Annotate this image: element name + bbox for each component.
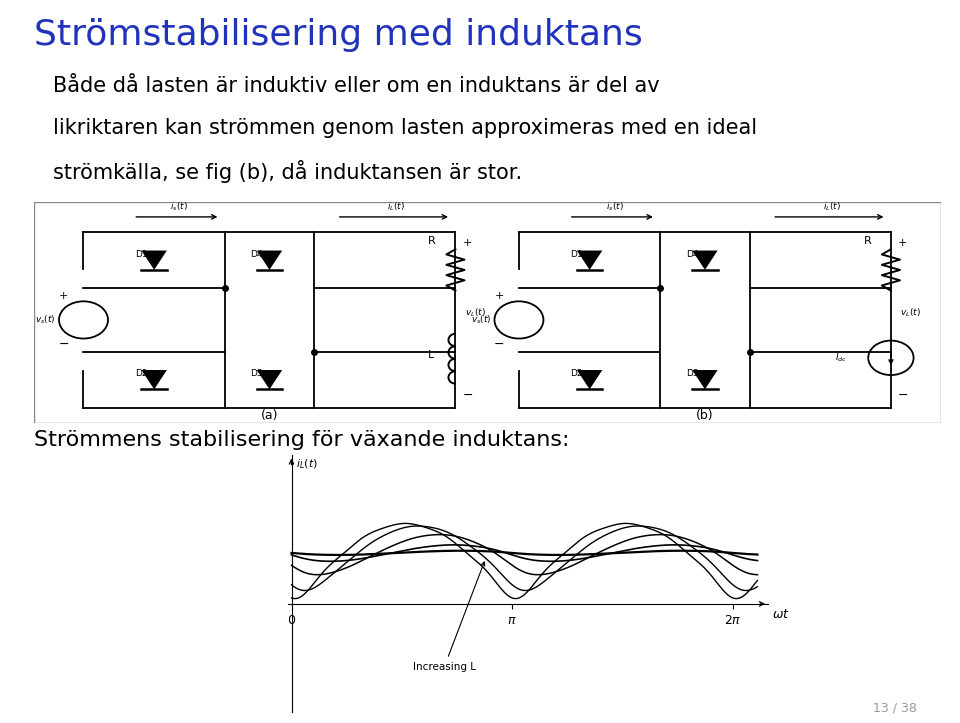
Text: $i_s(t)$: $i_s(t)$ [606,200,623,213]
Text: likriktaren kan strömmen genom lasten approximeras med en ideal: likriktaren kan strömmen genom lasten ap… [53,118,756,138]
Text: D4: D4 [685,249,698,259]
Polygon shape [692,370,718,389]
Text: R: R [864,236,872,247]
Text: $v_L(t)$: $v_L(t)$ [900,307,921,320]
Text: −: − [899,389,909,402]
Text: D1: D1 [135,249,148,259]
Text: +: + [463,238,472,247]
Text: strömkälla, se fig (b), då induktansen är stor.: strömkälla, se fig (b), då induktansen ä… [53,160,522,183]
Text: $i_L(t)$: $i_L(t)$ [387,200,405,213]
Text: (b): (b) [696,408,713,422]
Text: $v_L(t)$: $v_L(t)$ [465,307,486,320]
Text: +: + [899,238,907,247]
Text: −: − [59,338,69,351]
Text: +: + [59,291,68,301]
Text: $I_{dc}$: $I_{dc}$ [835,351,847,364]
Text: D4: D4 [251,249,263,259]
Text: $\omega t$: $\omega t$ [772,608,789,621]
Text: −: − [493,338,504,351]
Text: $i_L(t)$: $i_L(t)$ [823,200,841,213]
Polygon shape [692,251,718,270]
Text: $v_s(t)$: $v_s(t)$ [470,314,492,326]
Text: 13 / 38: 13 / 38 [873,701,917,714]
Polygon shape [577,370,602,389]
Text: D3: D3 [251,369,263,378]
Text: Increasing L: Increasing L [413,562,485,672]
Polygon shape [141,370,167,389]
Text: $v_s(t)$: $v_s(t)$ [36,314,56,326]
Text: D3: D3 [685,369,699,378]
Text: $i_s(t)$: $i_s(t)$ [170,200,188,213]
Polygon shape [256,251,282,270]
Polygon shape [141,251,167,270]
Text: −: − [463,389,473,402]
Text: D1: D1 [570,249,583,259]
Text: +: + [494,291,504,301]
Text: $i_L(t)$: $i_L(t)$ [297,458,319,471]
Text: (a): (a) [261,408,278,422]
Text: Strömstabilisering med induktans: Strömstabilisering med induktans [34,18,642,52]
Polygon shape [577,251,602,270]
Text: Både då lasten är induktiv eller om en induktans är del av: Både då lasten är induktiv eller om en i… [53,76,660,96]
Text: D2: D2 [135,369,148,378]
Text: L: L [428,350,435,360]
Text: R: R [428,236,436,247]
Text: D2: D2 [570,369,583,378]
Text: Strömmens stabilisering för växande induktans:: Strömmens stabilisering för växande indu… [34,430,569,450]
Polygon shape [256,370,282,389]
